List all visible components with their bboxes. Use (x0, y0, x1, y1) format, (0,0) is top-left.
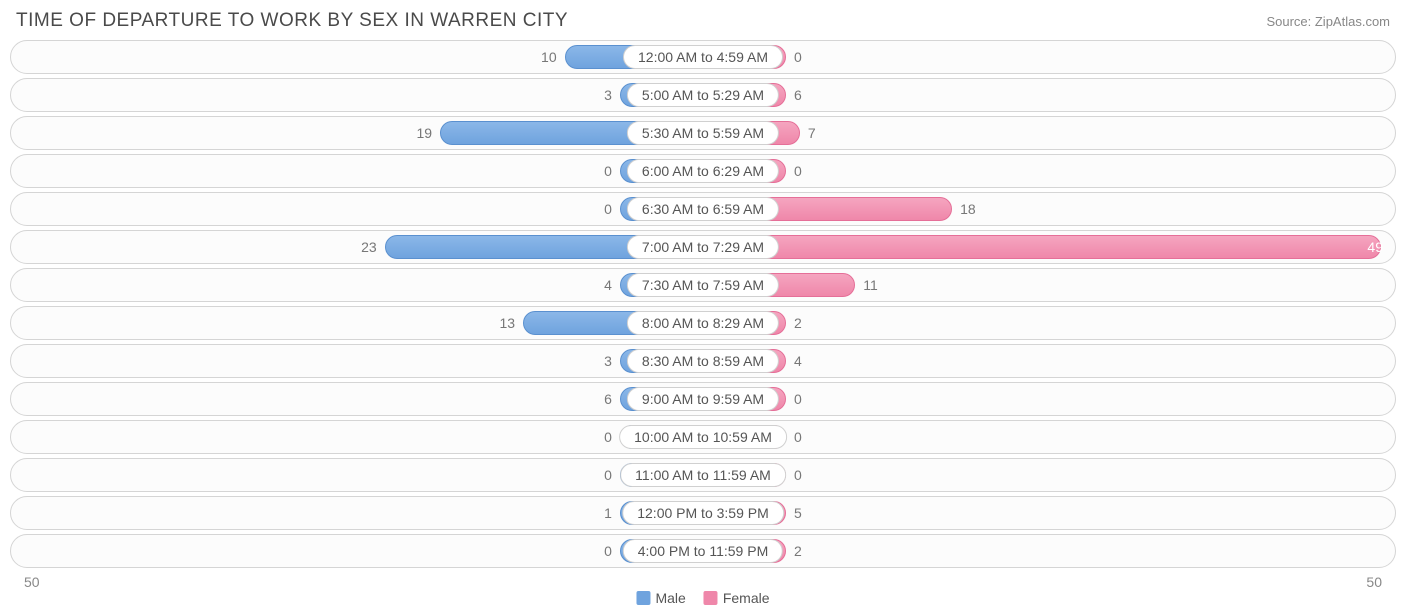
axis-max-left: 50 (24, 574, 40, 590)
female-value: 18 (952, 193, 984, 225)
category-label: 7:00 AM to 7:29 AM (627, 235, 779, 259)
chart-row: 23 49 7:00 AM to 7:29 AM (10, 230, 1396, 264)
category-label: 6:30 AM to 6:59 AM (627, 197, 779, 221)
male-value: 23 (353, 231, 385, 263)
female-value: 0 (786, 155, 810, 187)
chart-title: TIME OF DEPARTURE TO WORK BY SEX IN WARR… (16, 10, 568, 32)
female-value: 6 (786, 79, 810, 111)
chart-axis: 50 50 (10, 572, 1396, 590)
legend-label: Male (655, 590, 685, 606)
chart-source: Source: ZipAtlas.com (1266, 14, 1390, 29)
legend-item: Female (704, 590, 770, 606)
chart-footer: 50 50 MaleFemale (10, 572, 1396, 596)
female-value: 0 (786, 41, 810, 73)
chart-row: 13 2 8:00 AM to 8:29 AM (10, 306, 1396, 340)
chart-row: 10 012:00 AM to 4:59 AM (10, 40, 1396, 74)
male-value: 13 (492, 307, 524, 339)
chart-header: TIME OF DEPARTURE TO WORK BY SEX IN WARR… (0, 4, 1406, 40)
category-label: 9:00 AM to 9:59 AM (627, 387, 779, 411)
chart-row: 0 0 6:00 AM to 6:29 AM (10, 154, 1396, 188)
category-label: 6:00 AM to 6:29 AM (627, 159, 779, 183)
chart-row: 0 24:00 PM to 11:59 PM (10, 534, 1396, 568)
chart-row: 4 11 7:30 AM to 7:59 AM (10, 268, 1396, 302)
chart-row: 19 7 5:30 AM to 5:59 AM (10, 116, 1396, 150)
category-label: 12:00 AM to 4:59 AM (623, 45, 783, 69)
category-label: 10:00 AM to 10:59 AM (619, 425, 787, 449)
female-value: 7 (800, 117, 824, 149)
chart-row: 3 4 8:30 AM to 8:59 AM (10, 344, 1396, 378)
legend-item: Male (636, 590, 685, 606)
category-label: 5:30 AM to 5:59 AM (627, 121, 779, 145)
category-label: 4:00 PM to 11:59 PM (623, 539, 783, 563)
male-value: 3 (596, 79, 620, 111)
female-value: 2 (786, 535, 810, 567)
legend-label: Female (723, 590, 770, 606)
chart-row: 1 512:00 PM to 3:59 PM (10, 496, 1396, 530)
male-value: 10 (533, 41, 565, 73)
legend-swatch (636, 591, 650, 605)
male-value: 0 (596, 459, 620, 491)
female-value: 49 (1359, 231, 1391, 263)
chart-row: 0 010:00 AM to 10:59 AM (10, 420, 1396, 454)
chart-row: 3 6 5:00 AM to 5:29 AM (10, 78, 1396, 112)
male-value: 4 (596, 269, 620, 301)
category-label: 8:00 AM to 8:29 AM (627, 311, 779, 335)
female-value: 2 (786, 307, 810, 339)
female-value: 5 (786, 497, 810, 529)
male-value: 3 (596, 345, 620, 377)
male-value: 0 (596, 421, 620, 453)
female-value: 0 (786, 459, 810, 491)
female-bar (703, 235, 1381, 259)
chart-row: 0 011:00 AM to 11:59 AM (10, 458, 1396, 492)
axis-max-right: 50 (1366, 574, 1382, 590)
male-value: 0 (596, 535, 620, 567)
male-value: 0 (596, 155, 620, 187)
male-value: 6 (596, 383, 620, 415)
female-value: 0 (786, 421, 810, 453)
male-value: 1 (596, 497, 620, 529)
chart-row: 0 18 6:30 AM to 6:59 AM (10, 192, 1396, 226)
chart-row: 6 0 9:00 AM to 9:59 AM (10, 382, 1396, 416)
category-label: 5:00 AM to 5:29 AM (627, 83, 779, 107)
legend-swatch (704, 591, 718, 605)
category-label: 12:00 PM to 3:59 PM (622, 501, 784, 525)
female-value: 11 (855, 269, 886, 301)
male-value: 0 (596, 193, 620, 225)
category-label: 7:30 AM to 7:59 AM (627, 273, 779, 297)
female-value: 4 (786, 345, 810, 377)
female-value: 0 (786, 383, 810, 415)
chart-plot-area: 10012:00 AM to 4:59 AM365:00 AM to 5:29 … (0, 40, 1406, 568)
chart-container: TIME OF DEPARTURE TO WORK BY SEX IN WARR… (0, 0, 1406, 596)
category-label: 8:30 AM to 8:59 AM (627, 349, 779, 373)
category-label: 11:00 AM to 11:59 AM (620, 463, 786, 487)
male-value: 19 (408, 117, 440, 149)
chart-legend: Male Female (636, 590, 769, 606)
